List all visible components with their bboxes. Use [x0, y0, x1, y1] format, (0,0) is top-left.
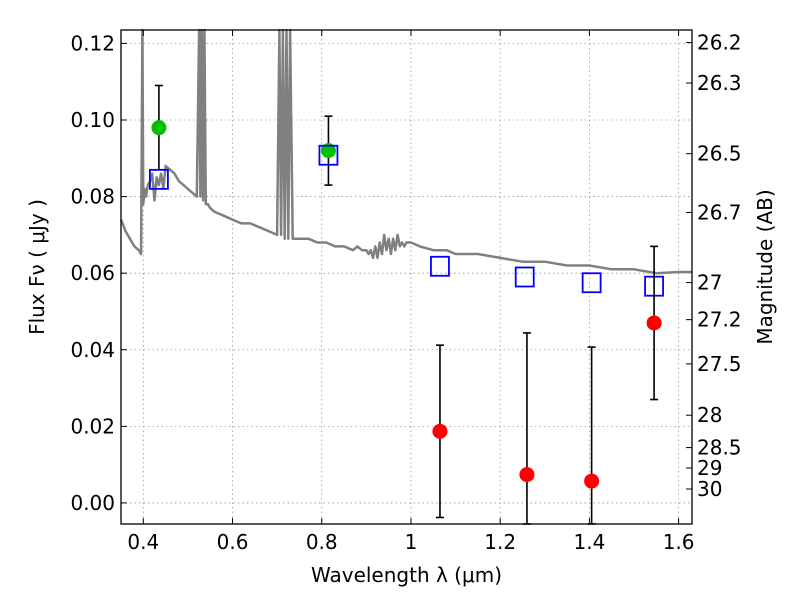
data-points-layer: [149, 84, 664, 525]
magnitude-tick-label: 26.2: [697, 31, 742, 55]
magnitude-tick-label: 28.5: [697, 436, 742, 460]
data-point-marker: [646, 315, 662, 331]
magnitude-tick-label: 26.7: [697, 200, 742, 224]
model-spectrum-layer: [119, 28, 692, 275]
x-tick-label: 1.6: [663, 530, 695, 554]
magnitude-tick-label: 29: [697, 456, 722, 480]
magnitude-axis-label: Magnitude (AB): [753, 189, 777, 344]
magnitude-tick-label: 27.2: [697, 308, 742, 332]
y-tick-label: 0.02: [70, 414, 115, 438]
magnitude-tick-label: 30: [697, 477, 722, 501]
data-point-marker: [432, 423, 448, 439]
data-point-marker: [584, 473, 600, 489]
magnitude-tick-label: 28: [697, 403, 722, 427]
data-point-marker: [519, 467, 535, 483]
y-tick-label: 0.12: [70, 31, 115, 55]
model-photometry-marker: [581, 272, 602, 294]
axis-ticks: 0.4 0.6 0.8 1 1.2 1.4 1.6 0.00 0.02 0.04 0.06 0.08 0…: [70, 30, 742, 554]
x-axis-label: Wavelength λ (μm): [311, 563, 502, 587]
x-tick-label: 1: [405, 530, 418, 554]
y-tick-label: 0.06: [70, 261, 115, 285]
y-axis-label: Flux Fν ( μJy ): [25, 199, 49, 335]
magnitude-tick-label: 27: [697, 271, 722, 295]
x-tick-label: 0.4: [127, 530, 159, 554]
x-tick-label: 1.2: [484, 530, 516, 554]
model-photometry-marker: [430, 255, 450, 277]
grid-lines: [121, 30, 692, 524]
data-point-marker: [320, 143, 336, 159]
y-tick-label: 0.00: [70, 491, 115, 515]
x-tick-label: 0.8: [306, 530, 338, 554]
magnitude-tick-label: 27.5: [697, 352, 742, 376]
y-tick-label: 0.04: [70, 338, 115, 362]
magnitude-tick-label: 26.5: [697, 142, 742, 166]
x-tick-label: 0.6: [217, 530, 249, 554]
x-tick-label: 1.4: [573, 530, 605, 554]
y-tick-label: 0.08: [70, 185, 115, 209]
model-photometry-marker: [149, 168, 169, 190]
model-spectrum-line: [119, 28, 692, 275]
magnitude-tick-label: 26.3: [697, 71, 742, 95]
model-photometry-marker: [318, 144, 339, 166]
model-photometry-marker: [514, 266, 535, 288]
plot-frame: [120, 29, 693, 525]
data-point-marker: [151, 120, 167, 136]
y-tick-label: 0.10: [70, 108, 115, 132]
